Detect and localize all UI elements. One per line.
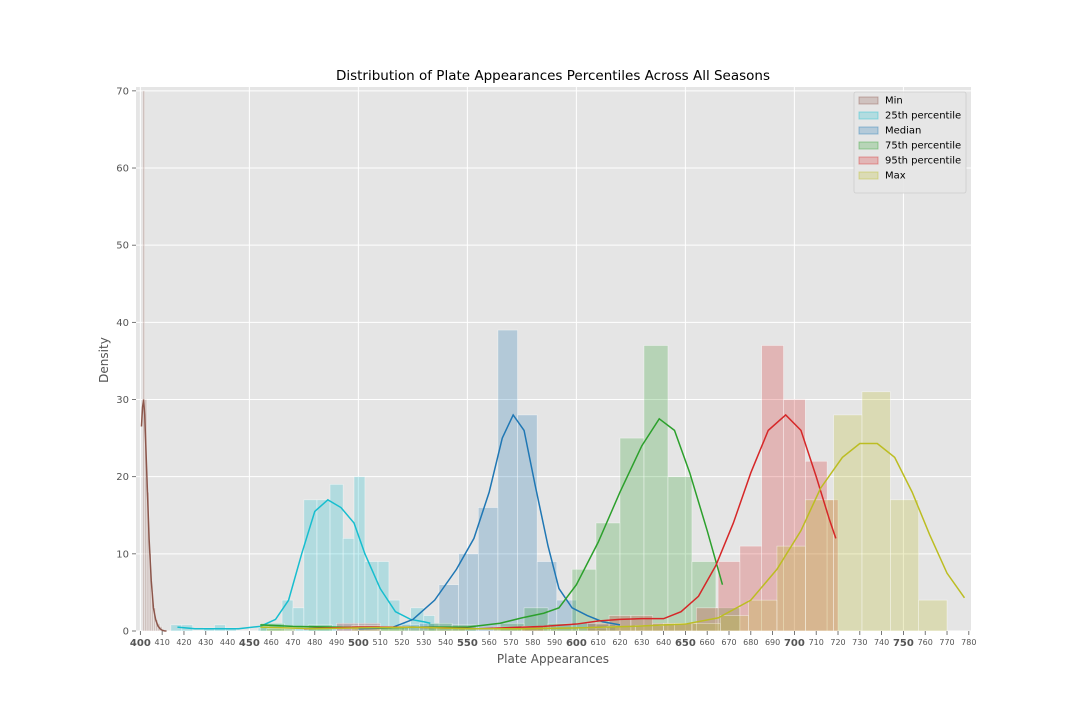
y-tick-label: 40 (116, 318, 129, 329)
y-tick-label: 60 (116, 164, 129, 175)
histogram-bar (329, 484, 344, 632)
histogram-bar (748, 599, 778, 632)
kde-line (358, 413, 621, 630)
histogram-bar (342, 538, 355, 632)
histogram-bar (833, 414, 863, 632)
histogram-bar (918, 599, 948, 632)
histogram-bar (719, 615, 749, 632)
histogram-bar (225, 627, 237, 632)
x-tick-label: 520 (394, 638, 409, 647)
legend-label: Min (885, 96, 903, 107)
x-tick-label: 600 (566, 638, 587, 649)
x-tick-label: 670 (721, 638, 736, 647)
histogram-bar (890, 499, 919, 632)
kde-line (260, 442, 966, 630)
x-tick-label: 650 (675, 638, 696, 649)
y-tick-label: 70 (116, 86, 129, 97)
x-tick-label: 500 (348, 638, 369, 649)
chart-title: Distribution of Plate Appearances Percen… (336, 68, 770, 84)
x-tick-label: 420 (176, 638, 191, 647)
x-tick-label: 490 (329, 638, 344, 647)
x-tick-label: 470 (285, 638, 300, 647)
histogram-bar (497, 329, 518, 632)
legend-label: 75th percentile (885, 141, 961, 152)
x-tick-label: 610 (591, 638, 606, 647)
x-tick-label: 760 (918, 638, 933, 647)
x-tick-label: 480 (307, 638, 322, 647)
x-tick-label: 750 (893, 638, 914, 649)
histogram-bar (142, 90, 146, 632)
x-tick-label: 540 (438, 638, 453, 647)
x-tick-label: 590 (547, 638, 562, 647)
y-tick-label: 30 (116, 395, 129, 406)
histogram-bar (214, 624, 226, 632)
legend-label: 25th percentile (885, 111, 961, 122)
x-tick-label: 560 (482, 638, 497, 647)
histogram-bar (691, 622, 721, 632)
legend-box (853, 91, 967, 194)
histogram-bar (477, 507, 499, 632)
histogram-bar (861, 391, 891, 632)
x-tick-label: 430 (198, 638, 213, 647)
legend-swatch (858, 141, 879, 150)
histogram-bar (377, 561, 390, 632)
x-tick-label: 510 (373, 638, 388, 647)
histogram-bar (776, 545, 806, 632)
legend-label: Max (885, 171, 906, 182)
histogram-bar (316, 499, 331, 632)
y-axis-label: Density (97, 337, 111, 383)
histogram-bar (643, 345, 669, 632)
x-tick-label: 680 (743, 638, 758, 647)
x-tick-label: 780 (961, 638, 976, 647)
x-tick-label: 770 (939, 638, 954, 647)
histogram-bar (805, 499, 834, 632)
histogram-bar (667, 476, 693, 632)
y-tick-label: 50 (116, 241, 129, 252)
x-tick-label: 400 (130, 638, 151, 649)
kde-line (303, 413, 837, 630)
x-tick-label: 660 (700, 638, 715, 647)
legend-swatch (858, 156, 879, 165)
kde-line (140, 399, 167, 632)
x-axis-label: Plate Appearances (497, 652, 609, 666)
x-tick-label: 570 (503, 638, 518, 647)
x-tick-label: 720 (830, 638, 845, 647)
x-tick-label: 690 (765, 638, 780, 647)
kde-line (177, 498, 431, 630)
x-tick-label: 730 (852, 638, 867, 647)
legend-label: Median (885, 126, 921, 137)
histogram-bar (266, 628, 296, 632)
x-tick-label: 580 (525, 638, 540, 647)
x-tick-label: 440 (220, 638, 235, 647)
legend-swatch (858, 96, 879, 105)
x-tick-label: 620 (612, 638, 627, 647)
x-tick-label: 550 (457, 638, 478, 649)
y-tick-label: 10 (116, 549, 129, 560)
y-tick-label: 20 (116, 472, 129, 483)
x-tick-label: 630 (634, 638, 649, 647)
y-tick-label: 0 (123, 627, 129, 638)
x-tick-label: 640 (656, 638, 671, 647)
x-tick-label: 700 (784, 638, 805, 649)
x-tick-label: 710 (809, 638, 824, 647)
histogram-bar (364, 561, 379, 632)
x-tick-label: 530 (416, 638, 431, 647)
legend-swatch (858, 126, 879, 135)
legend-swatch (858, 171, 879, 180)
histogram-bar (303, 499, 318, 632)
x-tick-label: 450 (239, 638, 260, 649)
x-tick-label: 410 (155, 638, 170, 647)
histogram-bar (458, 553, 479, 632)
legend-swatch (858, 111, 879, 120)
x-tick-label: 460 (264, 638, 279, 647)
x-tick-label: 740 (874, 638, 889, 647)
histogram-bar (353, 476, 366, 632)
plot-area (136, 87, 971, 631)
legend-label: 95th percentile (885, 156, 961, 167)
